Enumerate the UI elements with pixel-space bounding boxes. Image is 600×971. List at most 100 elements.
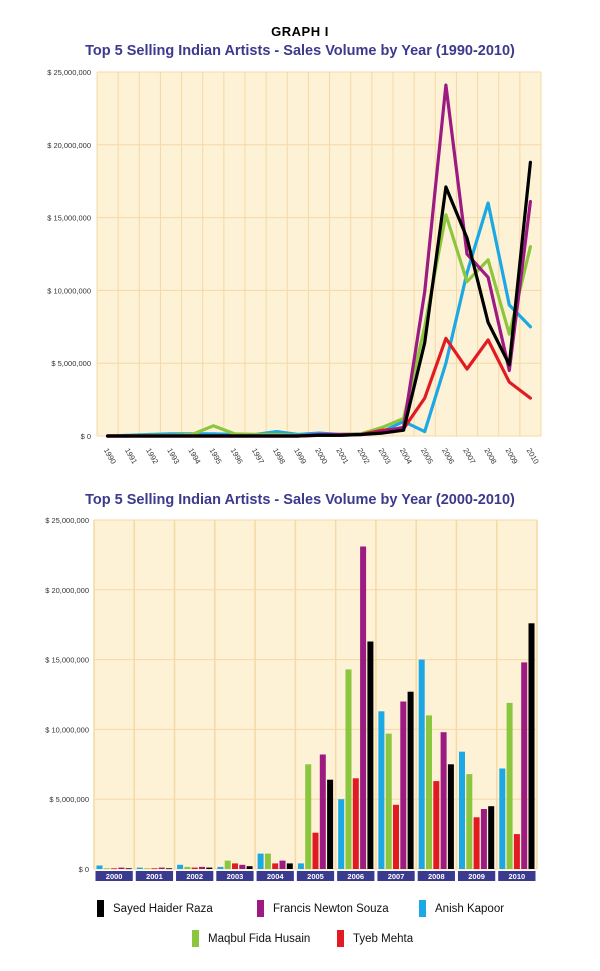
bar-tyeb-mehta-2007 [393, 804, 399, 869]
bar-anish-kapoor-2000 [96, 865, 103, 869]
bar-tyeb-mehta-2002 [191, 867, 198, 869]
bar-maqbul-fida-husain-2005 [305, 764, 312, 869]
bar-sayed-haider-raza-2004 [286, 863, 293, 869]
line-chart: $ 0 $ 5,000,000 $ 10,000,000 $ 15,000,000 $ … [47, 68, 542, 465]
bar-francis-newton-souza-2009 [480, 809, 487, 869]
year-band [498, 871, 536, 881]
bar-maqbul-fida-husain-2009 [466, 774, 473, 869]
y-tick-label: $ 5,000,000 [49, 795, 89, 804]
y-tick-label: $ 25,000,000 [45, 516, 89, 525]
bar-tyeb-mehta-2005 [312, 832, 319, 869]
bar-sayed-haider-raza-2009 [488, 806, 495, 869]
y-tick-label: $ 20,000,000 [47, 141, 91, 150]
bar-sayed-haider-raza-2000 [125, 868, 132, 870]
bar-francis-newton-souza-2008 [440, 732, 447, 869]
bar-sayed-haider-raza-2010 [528, 623, 535, 869]
bar-anish-kapoor-2005 [297, 863, 304, 869]
bar-maqbul-fida-husain-2003 [224, 860, 231, 869]
year-band [377, 871, 415, 881]
x-tick-label: 2007 [388, 872, 405, 881]
bar-tyeb-mehta-2008 [433, 781, 440, 869]
bar-maqbul-fida-husain-2001 [144, 868, 151, 870]
y-tick-label: $ 20,000,000 [45, 586, 89, 595]
bar-maqbul-fida-husain-2004 [264, 853, 271, 869]
x-tick-label: 2009 [468, 872, 485, 881]
bar-sayed-haider-raza-2005 [327, 779, 334, 869]
x-tick-label: 2008 [428, 872, 445, 881]
bar-francis-newton-souza-2004 [279, 860, 286, 869]
bar-sayed-haider-raza-2001 [166, 868, 172, 870]
year-band [135, 871, 174, 881]
year-band [256, 871, 294, 881]
bar-anish-kapoor-2003 [217, 866, 224, 869]
year-band [95, 871, 133, 881]
bar-francis-newton-souza-2007 [400, 701, 407, 869]
bar-francis-newton-souza-2001 [158, 867, 165, 869]
legend-item-souza: Francis Newton Souza [257, 900, 389, 917]
x-tick-label: 2000 [106, 872, 123, 881]
y-tick-label: $ 15,000,000 [45, 656, 89, 665]
x-tick-label: 2004 [267, 872, 285, 881]
x-tick-label: 2006 [347, 872, 364, 881]
bar-maqbul-fida-husain-2002 [184, 866, 191, 869]
y-tick-label: $ 25,000,000 [47, 68, 91, 77]
bar-francis-newton-souza-2002 [199, 866, 205, 869]
bar-anish-kapoor-2009 [459, 751, 465, 869]
bar-maqbul-fida-husain-2000 [103, 868, 110, 870]
bar-sayed-haider-raza-2002 [206, 867, 213, 869]
year-band [296, 871, 335, 881]
legend-item-kapoor: Anish Kapoor [419, 900, 504, 917]
y-tick-label: $ 10,000,000 [45, 725, 89, 734]
x-tick-label: 2001 [146, 872, 163, 881]
legend-swatch-mehta [337, 930, 344, 947]
year-band [457, 871, 496, 881]
bar-tyeb-mehta-2010 [513, 834, 520, 869]
bar-tyeb-mehta-2009 [473, 817, 480, 869]
series-line-sayed-haider-raza [105, 160, 533, 438]
bar-francis-newton-souza-2003 [239, 864, 246, 869]
bar-anish-kapoor-2006 [338, 799, 345, 869]
legend-label-kapoor: Anish Kapoor [435, 902, 505, 915]
bar-sayed-haider-raza-2008 [447, 764, 454, 869]
legend-label-husain: Maqbul Fida Husain [208, 932, 311, 945]
legend-swatch-husain [192, 930, 199, 947]
bar-anish-kapoor-2001 [136, 867, 143, 869]
legend-label-mehta: Tyeb Mehta [353, 932, 414, 945]
bar-anish-kapoor-2008 [418, 659, 425, 869]
legend-swatch-kapoor [419, 900, 426, 917]
bar-anish-kapoor-2007 [378, 711, 385, 869]
x-tick-label: 2003 [227, 872, 244, 881]
y-tick-label: $ 0 [81, 432, 91, 441]
bar-tyeb-mehta-2006 [352, 778, 359, 869]
x-tick-label: 2010 [509, 872, 526, 881]
legend-item-mehta: Tyeb Mehta [337, 930, 413, 947]
bar-francis-newton-souza-2006 [360, 546, 367, 869]
bar-anish-kapoor-2010 [499, 768, 506, 869]
bar-sayed-haider-raza-2007 [407, 691, 414, 869]
y-tick-label: $ 10,000,000 [47, 286, 91, 295]
legend-item-raza: Sayed Haider Raza [97, 900, 213, 917]
bar-anish-kapoor-2002 [177, 864, 184, 869]
y-tick-label: $ 5,000,000 [51, 359, 91, 368]
bar-tyeb-mehta-2000 [111, 868, 118, 870]
legend-label-souza: Francis Newton Souza [273, 902, 389, 915]
year-band [176, 871, 214, 881]
line-chart-title: Top 5 Selling Indian Artists - Sales Vol… [85, 43, 515, 59]
bar-francis-newton-souza-2010 [521, 662, 528, 869]
bar-tyeb-mehta-2001 [151, 868, 158, 870]
year-band [216, 871, 254, 881]
bar-francis-newton-souza-2000 [118, 867, 125, 869]
bar-maqbul-fida-husain-2007 [385, 733, 392, 869]
legend-label-raza: Sayed Haider Raza [113, 902, 213, 915]
y-tick-label: $ 15,000,000 [47, 214, 91, 223]
x-tick-label: 2005 [307, 872, 324, 881]
year-band [417, 871, 455, 881]
legend-swatch-souza [257, 900, 264, 917]
bar-tyeb-mehta-2004 [272, 863, 279, 869]
year-band [337, 871, 375, 881]
bar-maqbul-fida-husain-2010 [506, 702, 513, 869]
bar-anish-kapoor-2004 [257, 853, 264, 869]
bar-sayed-haider-raza-2003 [246, 866, 253, 869]
graph-label: GRAPH I [271, 24, 329, 39]
bar-chart-title: Top 5 Selling Indian Artists - Sales Vol… [85, 492, 515, 508]
